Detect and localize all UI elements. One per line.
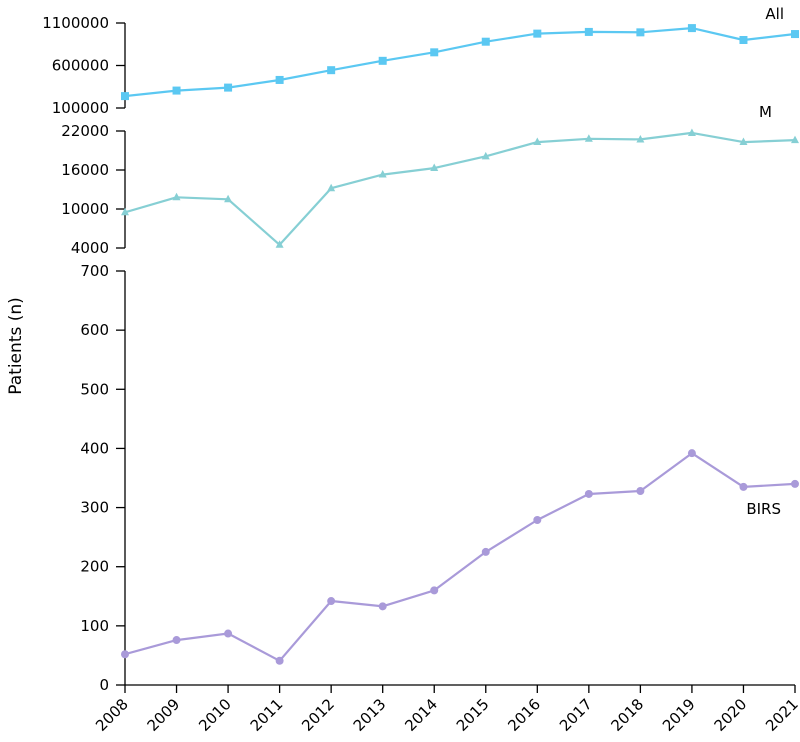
data-point <box>430 163 439 172</box>
y-tick-label: 200 <box>80 558 109 576</box>
panel-birs: 0 100 200 300 400 500 600 700 BIRS <box>80 262 799 694</box>
x-tick-label: 2015 <box>453 695 493 735</box>
panel-all: 100000 600000 1100000 All <box>42 5 799 117</box>
data-point <box>791 135 799 144</box>
data-point <box>378 170 387 178</box>
y-tick-label: 500 <box>80 380 109 398</box>
data-point <box>481 37 490 46</box>
y-tick-label: 400 <box>80 439 109 457</box>
x-tick-label: 2021 <box>762 695 800 735</box>
x-tick-label: 2016 <box>504 695 544 735</box>
data-point <box>791 30 799 39</box>
data-point <box>327 597 336 606</box>
data-point <box>275 240 284 248</box>
x-tick-label: 2011 <box>247 695 287 735</box>
data-point <box>687 449 696 458</box>
data-point <box>687 24 696 33</box>
y-tick-label: 4000 <box>71 239 109 257</box>
x-tick-label: 2009 <box>144 695 184 735</box>
y-tick-label: 1100000 <box>42 14 109 32</box>
data-point <box>327 66 336 75</box>
y-tick-label: 100 <box>80 617 109 635</box>
data-point <box>224 194 233 203</box>
data-point <box>121 207 129 216</box>
data-point <box>172 86 181 95</box>
y-tick-label: 0 <box>99 676 109 694</box>
data-point <box>327 183 336 192</box>
data-point <box>636 487 645 496</box>
data-point <box>636 28 645 37</box>
y-tick-label: 100000 <box>52 99 109 117</box>
data-point <box>739 137 748 146</box>
data-point <box>430 48 439 57</box>
data-point <box>739 36 748 44</box>
x-tick-label: 2019 <box>659 695 699 735</box>
series-label: All <box>765 5 784 23</box>
data-point <box>224 629 233 638</box>
data-point <box>481 547 490 556</box>
data-point <box>533 137 542 146</box>
data-point <box>584 489 593 498</box>
data-point <box>430 586 439 595</box>
y-tick-label: 300 <box>80 499 109 517</box>
y-tick-label: 600 <box>80 321 109 339</box>
data-point <box>275 75 284 84</box>
series-line <box>124 452 796 662</box>
data-point <box>481 151 490 160</box>
x-axis: 2008 2009 2010 2011 2012 2013 2014 2015 2016 2017… <box>92 684 800 735</box>
data-point <box>636 134 645 143</box>
x-tick-label: 2017 <box>556 695 596 735</box>
data-point <box>378 602 387 611</box>
data-point <box>533 515 542 524</box>
x-tick-label: 2013 <box>350 695 390 735</box>
x-tick-label: 2020 <box>711 695 751 735</box>
y-tick-label: 22000 <box>61 122 109 140</box>
x-tick-label: 2014 <box>401 695 441 735</box>
series-line <box>124 131 796 246</box>
data-point <box>533 29 542 38</box>
data-point <box>584 134 593 142</box>
series-label: BIRS <box>746 500 781 518</box>
x-tick-label: 2010 <box>195 695 235 735</box>
data-point <box>584 27 593 36</box>
y-tick-label: 10000 <box>61 200 109 218</box>
data-point <box>739 482 748 491</box>
data-point <box>121 92 129 101</box>
data-point <box>687 128 696 136</box>
x-tick-label: 2008 <box>92 695 132 735</box>
y-tick-label: 700 <box>80 262 109 280</box>
data-point <box>172 636 181 645</box>
data-point <box>224 83 233 92</box>
y-tick-label: 16000 <box>61 161 109 179</box>
data-point <box>791 479 799 488</box>
panel-m: 4000 10000 16000 22000 M <box>61 103 799 257</box>
x-tick-label: 2018 <box>607 695 647 735</box>
data-point <box>275 656 284 665</box>
y-tick-label: 600000 <box>52 57 109 75</box>
series-line <box>124 27 796 98</box>
data-point <box>378 56 387 65</box>
series-label: M <box>759 103 772 121</box>
data-point <box>121 650 129 659</box>
data-point <box>172 192 181 201</box>
x-tick-label: 2012 <box>298 695 338 735</box>
y-axis-label: Patients (n) <box>6 297 26 395</box>
